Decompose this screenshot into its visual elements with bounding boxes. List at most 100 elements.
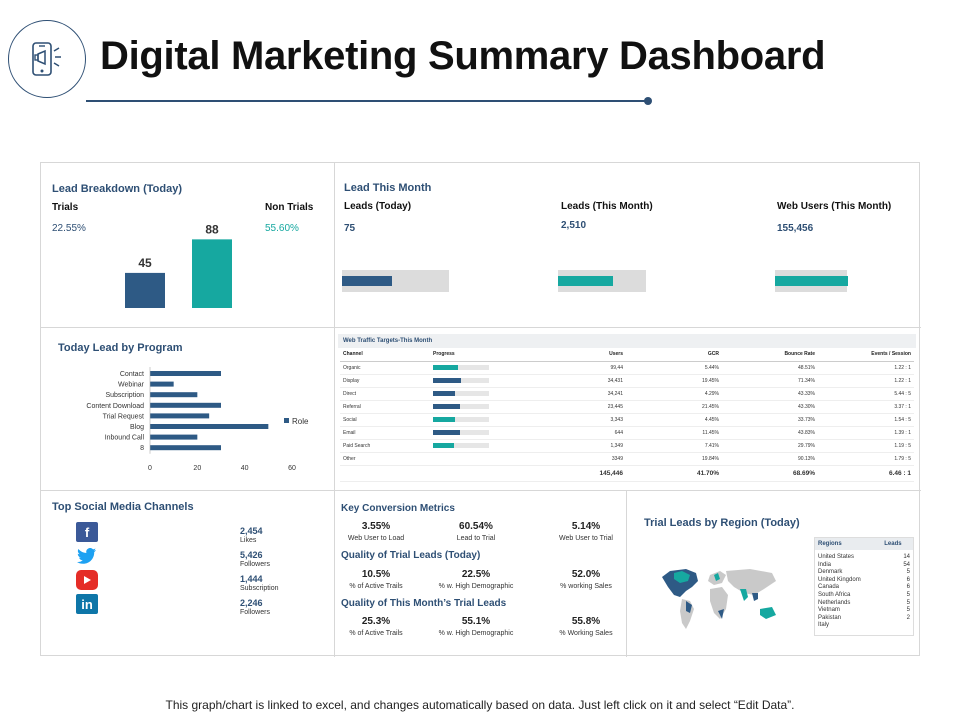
leads-col-header: Leads <box>881 538 913 550</box>
column-header: Users <box>530 348 626 362</box>
kpi-bar-fill <box>775 276 848 286</box>
web-traffic-title: Web Traffic Targets-This Month <box>338 334 916 348</box>
social-label: Likes <box>240 537 257 544</box>
divider <box>334 163 335 657</box>
program-bar <box>150 402 221 408</box>
table-row: Organic 99,44 5.44% 48.51% 1.22 : 1 <box>340 361 914 375</box>
progress-fill <box>433 378 461 383</box>
program-bar <box>150 434 198 440</box>
column-header: Progress <box>430 348 530 362</box>
metric-value: 3.55% <box>361 521 391 532</box>
table-row: Direct 34,241 4.29% 43.33% 5.44 : 5 <box>340 387 914 401</box>
region-name: South Africa <box>818 591 851 598</box>
region-leads: 5 <box>906 599 910 606</box>
progress-fill <box>433 443 455 448</box>
quality-today-title: Quality of Trial Leads (Today) <box>341 550 481 561</box>
kpi-bar-fill <box>558 276 613 286</box>
region-table-panel: Regions Leads United States 14 India 54 Denm… <box>814 537 914 636</box>
empty-cell <box>430 465 530 482</box>
kpi-value: 2,510 <box>561 220 587 231</box>
social-value: 2,454 <box>240 526 263 536</box>
title-divider <box>86 100 648 102</box>
megaphone-phone-icon <box>32 42 61 76</box>
events-cell: 1.22 : 1 <box>818 374 914 388</box>
total-events: 6.46 : 1 <box>818 465 914 482</box>
region-leads: 2 <box>906 614 910 621</box>
category-label: 8 <box>140 445 144 452</box>
gcr-cell: 19.45% <box>626 374 722 388</box>
events-cell: 5.44 : 5 <box>818 387 914 401</box>
legend-swatch <box>284 418 289 423</box>
total-bounce: 68.69% <box>722 465 818 482</box>
region-row: Pakistan 2 <box>815 615 913 623</box>
progress-cell <box>430 439 530 453</box>
kpi-value: 75 <box>344 223 356 234</box>
progress-bar <box>433 417 489 422</box>
region-row: Netherlands 5 <box>815 600 913 608</box>
channel-cell: Referral <box>340 400 430 414</box>
x-tick-label: 0 <box>148 465 152 472</box>
kpi-label: Leads (Today) <box>344 201 412 212</box>
bounce-cell: 43.30% <box>722 400 818 414</box>
kpi-label: Web Users (This Month) <box>777 201 892 212</box>
region-name: Italy <box>818 622 830 629</box>
events-cell: 1.22 : 1 <box>818 361 914 375</box>
linkedin-icon: in <box>76 594 98 614</box>
region-leads: 5 <box>906 607 910 614</box>
trials-label: Trials <box>52 202 79 213</box>
metric-label: % w. High Demographic <box>438 583 514 590</box>
kpi-bar-track <box>558 270 646 292</box>
category-label: Trial Request <box>103 413 144 420</box>
channel-cell: Paid Search <box>340 439 430 453</box>
metric-value: 55.8% <box>571 616 601 627</box>
column-header: Bounce Rate <box>722 348 818 362</box>
kpi-bar-track <box>342 270 449 292</box>
metric-value: 5.14% <box>571 521 601 532</box>
region-name: India <box>818 561 832 568</box>
region-leads: 5 <box>906 569 910 576</box>
region-row: India 54 <box>815 562 913 570</box>
region-row: Canada 6 <box>815 584 913 592</box>
bar-non-trials <box>192 239 232 308</box>
facebook-icon: f <box>76 522 98 542</box>
dashboard-panel <box>40 162 921 657</box>
region-title: Trial Leads by Region (Today) <box>644 517 800 529</box>
users-cell: 23,445 <box>530 400 626 414</box>
users-cell: 1,349 <box>530 439 626 453</box>
progress-cell <box>430 452 530 466</box>
metric-value: 25.3% <box>361 616 391 627</box>
bounce-cell: 33.73% <box>722 413 818 427</box>
program-bar <box>150 445 221 451</box>
region-leads <box>881 622 913 630</box>
program-bar <box>150 371 221 376</box>
bounce-cell: 29.79% <box>722 439 818 453</box>
metric-label: Lead to Trial <box>456 535 496 542</box>
users-cell: 3,343 <box>530 413 626 427</box>
region-row: Vietnam 5 <box>815 607 913 615</box>
total-users: 145,446 <box>530 465 626 482</box>
bar-value-label: 88 <box>205 222 219 236</box>
progress-cell <box>430 374 530 388</box>
gcr-cell: 11.45% <box>626 426 722 440</box>
channel-cell: Social <box>340 413 430 427</box>
events-cell: 1.19 : 5 <box>818 439 914 453</box>
table-row: Social 3,343 4.45% 33.73% 1.54 : 5 <box>340 413 914 427</box>
youtube-icon <box>76 570 98 590</box>
metric-value: 55.1% <box>461 616 491 627</box>
legend-label: Role <box>292 417 309 426</box>
totals-row: 145,446 41.70% 68.69% 6.46 : 1 <box>340 465 914 482</box>
bounce-cell: 43.33% <box>722 387 818 401</box>
region-leads: 6 <box>906 584 910 591</box>
category-label: Inbound Call <box>105 435 145 442</box>
social-label: Followers <box>240 609 270 616</box>
twitter-icon <box>76 546 98 566</box>
lead-this-month-title: Lead This Month <box>344 182 432 194</box>
region-leads: 6 <box>906 576 910 583</box>
progress-cell <box>430 426 530 440</box>
web-traffic-table: Channel Progress Users GCR Bounce Rate Events… <box>340 348 914 482</box>
social-label: Followers <box>240 561 270 568</box>
table-row: Display 34,431 19.45% 71.34% 1.22 : 1 <box>340 374 914 388</box>
social-title: Top Social Media Channels <box>52 501 194 513</box>
divider <box>41 490 921 491</box>
column-header: GCR <box>626 348 722 362</box>
